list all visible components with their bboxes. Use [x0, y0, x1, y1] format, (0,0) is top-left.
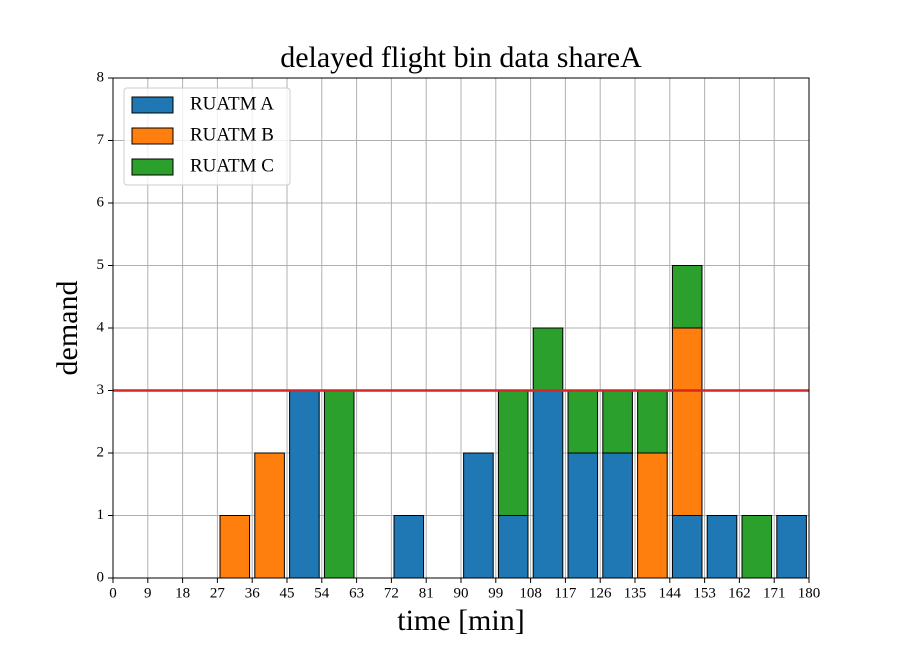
bar-segment — [671, 515, 703, 579]
bar-segment — [706, 515, 738, 579]
bar-segment — [393, 515, 425, 579]
y-tick-label: 3 — [97, 382, 105, 398]
y-axis-label: demand — [51, 281, 84, 376]
x-tick-label: 135 — [624, 585, 647, 601]
bar-segment — [532, 390, 564, 579]
x-tick-label: 9 — [144, 585, 152, 601]
bar-segment — [254, 452, 285, 579]
bar-segment — [497, 390, 529, 516]
y-tick-label: 2 — [97, 444, 105, 460]
x-tick-label: 72 — [384, 585, 399, 601]
x-tick-label: 171 — [763, 585, 786, 601]
legend-swatch — [131, 96, 174, 114]
bar-segment — [637, 452, 668, 579]
x-tick-label: 90 — [454, 585, 469, 601]
y-tick-label: 8 — [97, 69, 105, 85]
x-tick-label: 45 — [280, 585, 295, 601]
y-tick-label: 7 — [97, 132, 105, 148]
bar-segment — [289, 390, 320, 579]
bar-segment — [637, 390, 668, 454]
bar-segment — [602, 390, 633, 454]
x-tick-label: 81 — [419, 585, 434, 601]
y-tick-label: 5 — [97, 257, 105, 273]
legend-label: RUATM B — [190, 124, 274, 145]
x-tick-label: 54 — [314, 585, 330, 601]
x-tick-label: 99 — [488, 585, 503, 601]
bar-segment — [567, 390, 599, 454]
x-tick-label: 63 — [349, 585, 364, 601]
bar-segment — [323, 390, 355, 579]
y-tick-label: 6 — [97, 194, 105, 210]
x-axis-label: time [min] — [397, 604, 524, 637]
x-tick-label: 117 — [554, 585, 576, 601]
legend-label: RUATM A — [190, 93, 274, 114]
x-tick-label: 153 — [693, 585, 716, 601]
bar-segment — [532, 327, 564, 391]
x-tick-label: 126 — [589, 585, 612, 601]
chart-title: delayed flight bin data shareA — [280, 41, 642, 74]
bar-segment — [463, 452, 494, 579]
x-tick-label: 108 — [519, 585, 542, 601]
bar-segment — [602, 452, 633, 579]
y-tick-label: 4 — [97, 319, 105, 335]
plot-frame — [112, 77, 810, 579]
bar-segment — [497, 515, 529, 579]
bar-segment — [741, 515, 773, 579]
x-tick-label: 180 — [798, 585, 821, 601]
x-tick-label: 36 — [245, 585, 261, 601]
legend-swatch — [131, 127, 174, 145]
bar-segment — [671, 327, 703, 516]
bar-segment — [671, 265, 703, 329]
legend-swatch — [131, 158, 174, 176]
legend-label: RUATM C — [190, 155, 274, 176]
x-tick-label: 144 — [659, 585, 682, 601]
y-tick-label: 1 — [97, 507, 105, 523]
x-tick-label: 0 — [109, 585, 117, 601]
bar-segment — [776, 515, 807, 579]
x-tick-label: 162 — [728, 585, 751, 601]
bar-segment — [567, 452, 599, 579]
y-tick-label: 0 — [97, 569, 105, 585]
x-tick-label: 27 — [210, 585, 226, 601]
x-tick-label: 18 — [175, 585, 190, 601]
bar-segment — [219, 515, 251, 579]
